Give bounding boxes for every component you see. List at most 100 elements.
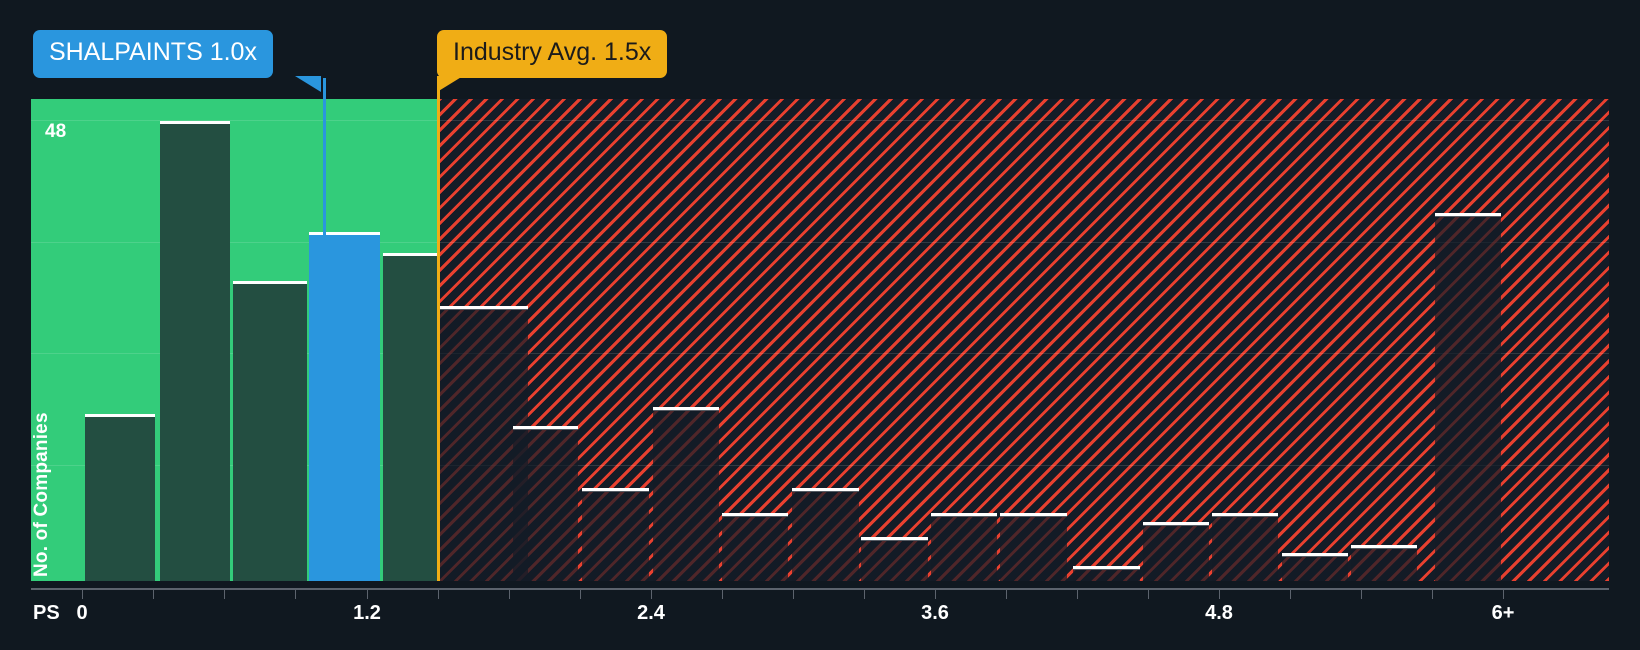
bar-fill [85,417,155,581]
bar-cap [440,306,528,310]
x-axis-line [31,588,1609,590]
bar-fill [582,491,649,581]
table-row[interactable] [653,407,719,581]
industry-callout-label: Industry Avg. 1.5x [453,38,652,66]
bar-fill [1073,569,1140,581]
bar-fill [513,429,578,581]
x-tick [1006,588,1007,599]
x-tick [153,588,154,599]
bar-fill [1351,548,1417,581]
plot-area: 48 No. of Companies [31,99,1609,581]
x-tick [367,588,368,599]
table-row[interactable] [383,253,439,581]
x-tick [935,588,936,599]
x-tick [224,588,225,599]
x-axis-name: PS [33,602,60,624]
x-tick [580,588,581,599]
x-tick [438,588,439,599]
gridlines [31,99,1609,581]
bar-fill [1282,556,1348,581]
bar-fill [383,256,439,581]
bar-cap [931,513,997,517]
table-row[interactable] [160,121,230,581]
table-row[interactable] [1073,566,1140,581]
company-callout-label: SHALPAINTS 1.0x [49,38,257,66]
bar-cap [383,253,439,257]
industry-callout-badge[interactable]: Industry Avg. 1.5x [437,30,668,92]
x-tick [1432,588,1433,599]
company-marker-line [323,78,326,581]
table-row[interactable] [513,426,578,581]
x-tick-label-4_8: 4.8 [1205,602,1233,624]
table-row-highlighted[interactable] [309,232,380,581]
bar-cap [233,281,307,285]
industry-marker-line [437,78,440,581]
table-row[interactable] [582,488,649,581]
bar-cap [792,488,859,492]
bar-cap [1000,513,1067,517]
bar-fill [931,516,997,581]
gridline-24 [31,353,1609,354]
bar-cap [861,537,928,541]
y-axis-title: No. of Companies [31,412,52,577]
callout-tail [437,75,463,92]
x-tick-label-0: 0 [76,602,88,624]
bar-fill [160,124,230,581]
bar-cap [309,232,380,236]
x-tick [1290,588,1291,599]
company-callout-badge[interactable]: SHALPAINTS 1.0x [33,30,321,92]
y-axis-top-tick-label: 48 [45,121,67,142]
bar-cap [722,513,788,517]
bar-cap [513,426,578,430]
x-tick-label-2_4: 2.4 [637,602,665,624]
bar-cap [582,488,649,492]
x-tick [1361,588,1362,599]
x-tick-label-6plus: 6+ [1491,602,1515,624]
table-row[interactable] [1000,513,1067,581]
bar-cap [653,407,719,411]
bar-cap [85,414,155,418]
gridline-48 [31,120,1609,121]
bar-fill [653,410,719,581]
table-row[interactable] [1143,522,1209,581]
bar-cap [1212,513,1278,517]
table-row[interactable] [722,513,788,581]
bar-fill [1000,516,1067,581]
table-row[interactable] [861,537,928,581]
bar-fill [1143,525,1209,581]
x-tick [1148,588,1149,599]
table-row[interactable] [1435,213,1501,581]
x-tick [651,588,652,599]
bar-cap [1351,545,1417,549]
x-tick [1503,588,1504,599]
callout-tail [295,75,321,92]
bar-series [31,99,1609,581]
table-row[interactable] [1351,545,1417,581]
bar-fill [1435,216,1501,581]
x-tick [1077,588,1078,599]
gridline-36 [31,242,1609,243]
x-tick [864,588,865,599]
x-tick [295,588,296,599]
gridline-12 [31,465,1609,466]
x-tick [1219,588,1220,599]
bar-fill [792,491,859,581]
table-row[interactable] [233,281,307,581]
x-tick-label-3_6: 3.6 [921,602,949,624]
table-row[interactable] [85,414,155,581]
table-row[interactable] [1212,513,1278,581]
table-row[interactable] [792,488,859,581]
x-tick [509,588,510,599]
bar-cap [1143,522,1209,526]
bar-fill [861,540,928,581]
x-tick [82,588,83,599]
table-row[interactable] [931,513,997,581]
x-tick [793,588,794,599]
overvalued-zone-hatched [439,99,1609,581]
table-row[interactable] [1282,553,1348,581]
bar-fill [722,516,788,581]
bar-cap [1282,553,1348,557]
bar-fill [233,284,307,581]
bar-fill [309,235,380,581]
